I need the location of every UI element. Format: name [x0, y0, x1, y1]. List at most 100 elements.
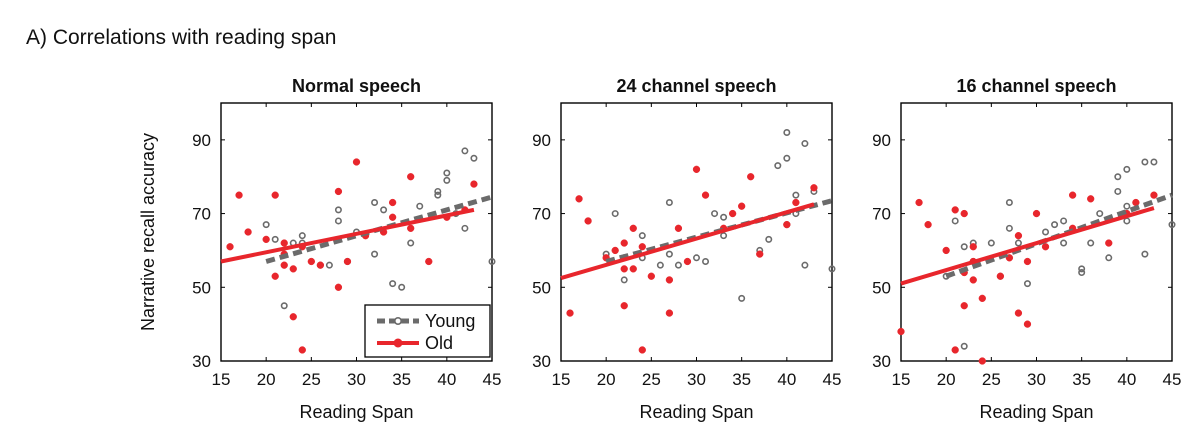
x-tick-label: 20	[937, 370, 956, 389]
young-point	[1078, 269, 1086, 277]
young-point	[1060, 217, 1068, 225]
y-tick-label: 30	[872, 352, 891, 371]
x-tick-label: 20	[597, 370, 616, 389]
figure-heading: A) Correlations with reading span	[26, 26, 337, 49]
young-point	[443, 169, 451, 177]
legend-old-marker	[393, 338, 403, 348]
young-point	[1087, 239, 1095, 247]
old-point	[1014, 309, 1023, 317]
young-point	[783, 128, 791, 136]
panel-1: Normal speech 15 20 25 30 35 40 45 30 50 70 90 Readi…	[138, 76, 501, 422]
old-point	[289, 265, 297, 273]
old-point	[262, 235, 270, 244]
old-point	[969, 276, 977, 284]
old-point	[674, 224, 683, 232]
young-point	[380, 206, 388, 214]
young-point	[720, 213, 728, 221]
old-point	[1023, 320, 1032, 328]
old-point	[683, 257, 692, 266]
old-point	[924, 220, 932, 229]
x-tick-label: 40	[1117, 370, 1136, 389]
young-point	[702, 257, 710, 265]
young-point	[371, 250, 379, 258]
young-point	[801, 140, 809, 148]
young-point	[488, 257, 496, 265]
old-point	[638, 243, 646, 251]
young-point	[674, 261, 682, 269]
young-point	[1150, 158, 1158, 166]
x-tick-label: 15	[892, 370, 911, 389]
old-point	[244, 228, 252, 236]
old-point	[692, 165, 701, 173]
young-point	[638, 232, 646, 240]
young-point	[325, 261, 333, 269]
y-tick-label: 30	[532, 352, 551, 371]
old-point	[810, 184, 818, 192]
panel-3: 16 channel speech 15 20 25 30 35 40 45 30 50 70 90 R…	[872, 76, 1181, 422]
old-fit-line	[560, 202, 815, 280]
old-point	[620, 239, 628, 247]
old-point	[738, 202, 746, 210]
young-point	[1078, 265, 1086, 273]
old-point	[978, 357, 986, 365]
young-point	[620, 276, 628, 284]
old-point	[996, 272, 1005, 280]
young-point	[416, 202, 424, 210]
young-point	[665, 250, 673, 258]
legend-young-marker	[393, 316, 402, 325]
old-point	[1014, 232, 1023, 240]
young-point	[271, 235, 279, 243]
old-fit-line	[900, 206, 1155, 286]
axes-box	[560, 102, 833, 362]
old-point	[575, 195, 583, 203]
old-point	[960, 302, 968, 310]
young-point	[960, 342, 968, 350]
young-point	[951, 217, 959, 225]
y-tick-label: 90	[532, 131, 551, 150]
young-point	[1014, 239, 1022, 247]
panel-title: 16 channel speech	[956, 76, 1116, 96]
old-point	[783, 220, 791, 229]
young-point	[1141, 158, 1149, 166]
young-point	[398, 283, 406, 291]
y-tick-label: 30	[192, 352, 211, 371]
old-point	[942, 246, 950, 255]
old-point	[388, 213, 397, 221]
x-axis-label: Reading Span	[979, 402, 1093, 422]
old-point	[897, 327, 905, 336]
old-point	[756, 250, 764, 258]
old-fit-line	[220, 207, 475, 264]
x-tick-label: 30	[347, 370, 366, 389]
young-point	[692, 254, 700, 262]
legend-young-label: Young	[425, 311, 475, 331]
y-tick-label: 90	[192, 131, 211, 150]
old-point	[665, 276, 674, 284]
x-tick-label: 25	[642, 370, 661, 389]
old-point	[915, 198, 923, 207]
young-point	[1105, 254, 1113, 262]
old-point	[620, 302, 628, 310]
young-point	[407, 239, 415, 247]
old-point	[978, 294, 986, 302]
legend-old-label: Old	[425, 333, 453, 353]
young-point	[280, 302, 288, 310]
young-point	[774, 162, 782, 170]
x-tick-label: 25	[302, 370, 321, 389]
x-tick-label: 15	[552, 370, 571, 389]
young-point	[1005, 199, 1013, 207]
old-point	[638, 346, 646, 354]
young-point	[828, 265, 836, 273]
old-point	[584, 217, 592, 225]
x-tick-label: 20	[257, 370, 276, 389]
old-point	[280, 239, 288, 247]
young-point	[434, 191, 442, 199]
young-point	[1096, 210, 1104, 218]
old-point	[298, 346, 306, 354]
panel-title: Normal speech	[292, 76, 421, 96]
young-point	[611, 210, 619, 218]
young-point	[1060, 239, 1068, 247]
old-point	[334, 187, 343, 196]
old-point	[792, 198, 800, 207]
